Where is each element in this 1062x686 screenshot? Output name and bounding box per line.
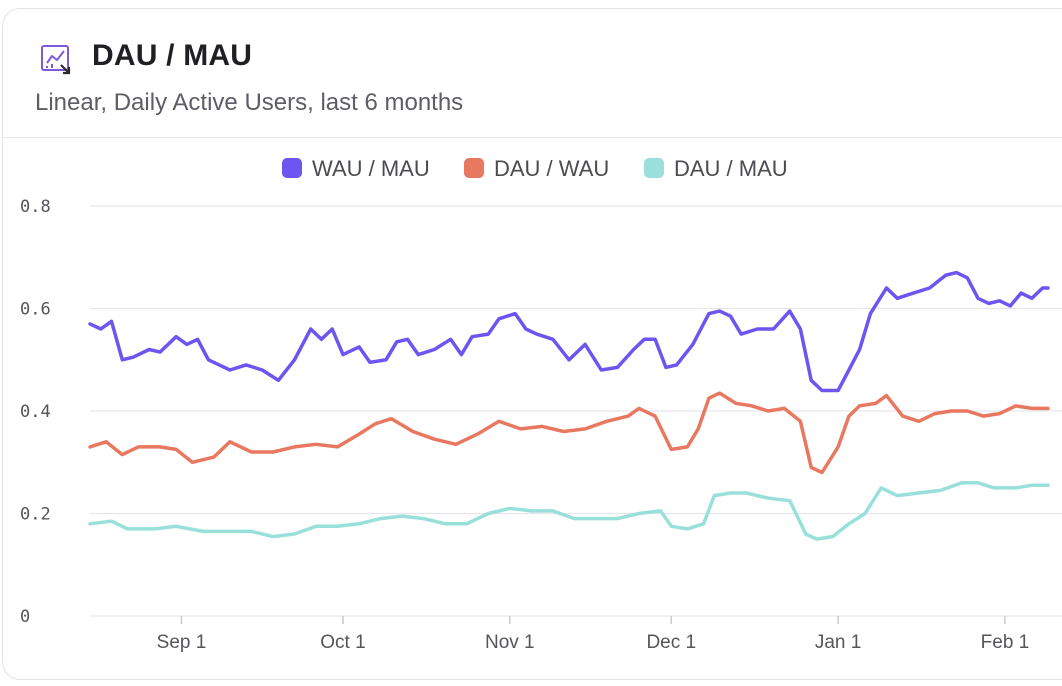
chart-legend: WAU / MAU DAU / WAU DAU / MAU (282, 156, 788, 181)
series-line-3[interactable] (88, 481, 1050, 541)
x-axis: Sep 1 Oct 1 Nov 1 Dec 1 Jan 1 Feb 1 (157, 616, 1030, 653)
legend-label[interactable]: DAU / MAU (674, 156, 788, 181)
x-tick-label: Oct 1 (320, 632, 365, 653)
chart-series (88, 270, 1050, 541)
x-tick-label: Sep 1 (157, 632, 207, 653)
chart-title: DAU / MAU (92, 39, 253, 72)
line-chart-icon[interactable] (39, 41, 73, 75)
legend-label[interactable]: WAU / MAU (312, 156, 430, 181)
chart-grid (90, 205, 1062, 617)
y-tick-label: 0 (20, 607, 30, 627)
x-tick-label: Jan 1 (815, 632, 861, 653)
y-tick-label: 0.8 (20, 197, 51, 217)
legend-swatch[interactable] (464, 158, 484, 178)
legend-label[interactable]: DAU / WAU (494, 156, 609, 181)
y-axis: 0 0.2 0.4 0.6 0.8 (20, 197, 51, 627)
chart-subtitle: Linear, Daily Active Users, last 6 month… (35, 89, 464, 116)
y-tick-label: 0.4 (20, 402, 51, 422)
legend-swatch[interactable] (644, 158, 664, 178)
x-tick-label: Dec 1 (646, 632, 696, 653)
x-tick-label: Nov 1 (485, 632, 535, 653)
y-tick-label: 0.2 (20, 505, 51, 525)
series-line-2[interactable] (88, 391, 1050, 475)
legend-swatch[interactable] (282, 158, 302, 178)
series-line-1[interactable] (88, 270, 1050, 393)
card-header: DAU / MAU Linear, Daily Active Users, la… (3, 9, 1062, 138)
chart-card: DAU / MAU Linear, Daily Active Users, la… (2, 8, 1062, 680)
y-tick-label: 0.6 (20, 300, 51, 320)
x-tick-label: Feb 1 (981, 632, 1030, 653)
